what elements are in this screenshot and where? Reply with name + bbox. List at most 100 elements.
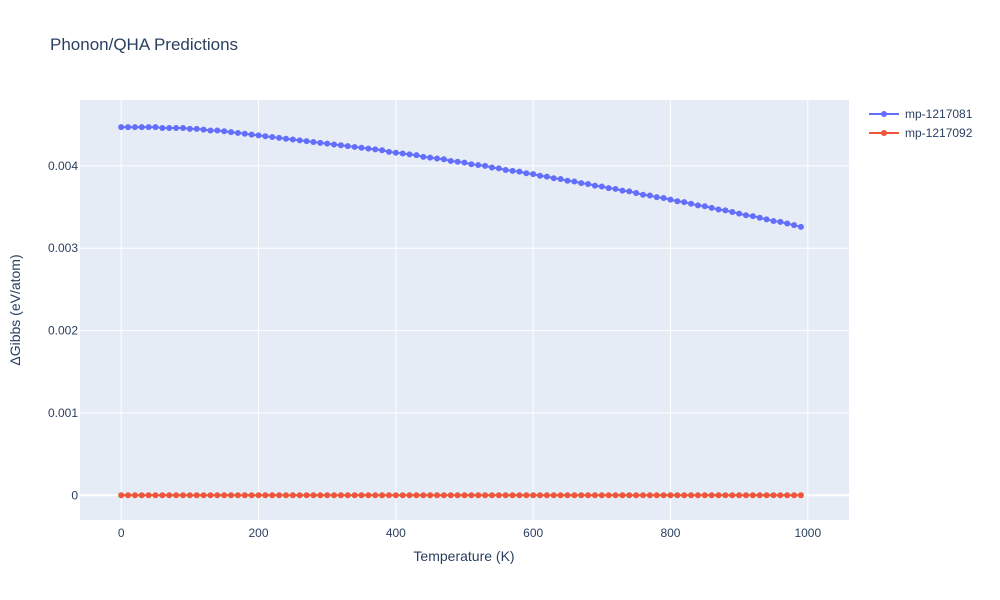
data-point[interactable] bbox=[605, 185, 612, 192]
data-point[interactable] bbox=[633, 190, 640, 197]
data-point[interactable] bbox=[282, 492, 289, 499]
data-point[interactable] bbox=[488, 492, 495, 499]
data-point[interactable] bbox=[372, 492, 379, 499]
data-point[interactable] bbox=[688, 492, 695, 499]
data-point[interactable] bbox=[701, 492, 708, 499]
data-point[interactable] bbox=[543, 492, 550, 499]
data-point[interactable] bbox=[248, 492, 255, 499]
data-point[interactable] bbox=[482, 162, 489, 169]
data-point[interactable] bbox=[564, 492, 571, 499]
data-point[interactable] bbox=[701, 203, 708, 210]
data-point[interactable] bbox=[715, 206, 722, 213]
data-point[interactable] bbox=[640, 492, 647, 499]
data-point[interactable] bbox=[255, 132, 262, 139]
data-point[interactable] bbox=[626, 492, 633, 499]
data-point[interactable] bbox=[365, 492, 372, 499]
data-point[interactable] bbox=[276, 492, 283, 499]
data-point[interactable] bbox=[640, 191, 647, 198]
data-point[interactable] bbox=[791, 492, 798, 499]
data-point[interactable] bbox=[564, 177, 571, 184]
data-point[interactable] bbox=[324, 492, 331, 499]
data-point[interactable] bbox=[214, 492, 221, 499]
data-point[interactable] bbox=[550, 175, 557, 182]
data-point[interactable] bbox=[159, 492, 166, 499]
data-point[interactable] bbox=[173, 125, 180, 131]
data-point[interactable] bbox=[310, 139, 317, 145]
data-point[interactable] bbox=[138, 492, 145, 499]
data-point[interactable] bbox=[303, 138, 310, 145]
data-point[interactable] bbox=[228, 129, 235, 136]
data-point[interactable] bbox=[619, 492, 626, 499]
data-point[interactable] bbox=[578, 180, 585, 187]
data-point[interactable] bbox=[131, 492, 138, 499]
data-point[interactable] bbox=[207, 492, 214, 499]
data-point[interactable] bbox=[152, 492, 159, 499]
data-point[interactable] bbox=[797, 492, 804, 499]
data-point[interactable] bbox=[186, 492, 193, 499]
data-point[interactable] bbox=[578, 492, 585, 499]
data-point[interactable] bbox=[214, 127, 221, 134]
data-point[interactable] bbox=[646, 492, 653, 499]
data-point[interactable] bbox=[399, 492, 406, 499]
data-point[interactable] bbox=[550, 492, 557, 499]
data-point[interactable] bbox=[612, 185, 619, 192]
data-point[interactable] bbox=[344, 143, 351, 150]
data-point[interactable] bbox=[200, 126, 207, 133]
data-point[interactable] bbox=[282, 135, 289, 142]
data-point[interactable] bbox=[344, 492, 351, 499]
data-point[interactable] bbox=[468, 492, 475, 499]
data-point[interactable] bbox=[358, 144, 365, 151]
data-point[interactable] bbox=[145, 492, 152, 499]
data-point[interactable] bbox=[385, 492, 392, 499]
data-point[interactable] bbox=[708, 492, 715, 499]
data-point[interactable] bbox=[193, 125, 200, 132]
data-point[interactable] bbox=[454, 492, 461, 499]
data-point[interactable] bbox=[179, 125, 186, 131]
data-point[interactable] bbox=[722, 492, 729, 499]
data-point[interactable] bbox=[159, 125, 166, 131]
data-point[interactable] bbox=[379, 147, 386, 154]
data-point[interactable] bbox=[207, 127, 214, 134]
data-point[interactable] bbox=[221, 128, 228, 135]
data-point[interactable] bbox=[406, 151, 413, 158]
data-point[interactable] bbox=[777, 492, 784, 499]
data-point[interactable] bbox=[118, 124, 125, 131]
legend-item[interactable]: mp-1217092 bbox=[869, 126, 973, 140]
data-point[interactable] bbox=[427, 154, 434, 161]
data-point[interactable] bbox=[749, 492, 756, 499]
data-point[interactable] bbox=[708, 204, 715, 211]
data-point[interactable] bbox=[516, 492, 523, 499]
data-point[interactable] bbox=[770, 492, 777, 499]
data-point[interactable] bbox=[228, 492, 235, 499]
data-point[interactable] bbox=[303, 492, 310, 499]
data-point[interactable] bbox=[585, 181, 592, 187]
data-point[interactable] bbox=[530, 492, 537, 499]
data-point[interactable] bbox=[331, 492, 338, 499]
data-point[interactable] bbox=[694, 202, 701, 209]
data-point[interactable] bbox=[475, 162, 482, 169]
data-point[interactable] bbox=[125, 124, 132, 131]
data-point[interactable] bbox=[125, 492, 132, 499]
data-point[interactable] bbox=[509, 492, 516, 499]
data-point[interactable] bbox=[598, 492, 605, 499]
data-point[interactable] bbox=[743, 212, 750, 219]
data-point[interactable] bbox=[234, 129, 241, 136]
legend-item[interactable]: mp-1217081 bbox=[869, 107, 973, 121]
data-point[interactable] bbox=[585, 492, 592, 499]
data-point[interactable] bbox=[619, 187, 626, 194]
data-point[interactable] bbox=[756, 214, 763, 221]
data-point[interactable] bbox=[234, 492, 241, 499]
data-point[interactable] bbox=[736, 210, 743, 217]
data-point[interactable] bbox=[276, 134, 283, 141]
data-point[interactable] bbox=[379, 492, 386, 499]
data-point[interactable] bbox=[138, 124, 145, 131]
data-point[interactable] bbox=[166, 125, 173, 131]
data-point[interactable] bbox=[763, 216, 770, 223]
data-point[interactable] bbox=[289, 492, 296, 499]
data-point[interactable] bbox=[674, 198, 681, 205]
data-point[interactable] bbox=[694, 492, 701, 499]
data-point[interactable] bbox=[118, 492, 125, 499]
data-point[interactable] bbox=[715, 492, 722, 499]
data-point[interactable] bbox=[317, 139, 324, 146]
data-point[interactable] bbox=[152, 124, 159, 131]
